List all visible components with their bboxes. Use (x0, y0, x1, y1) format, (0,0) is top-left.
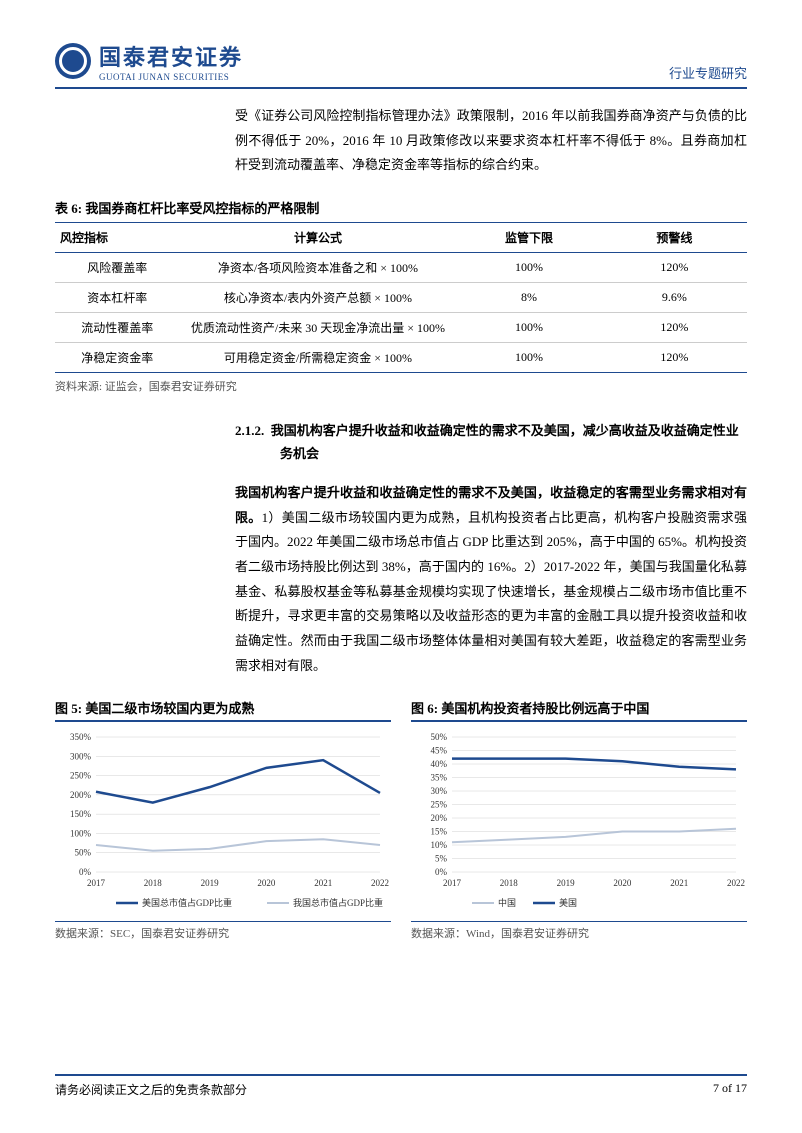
logo-cn: 国泰君安证券 (99, 40, 243, 72)
table6-cell: 核心净资本/表内外资产总额 × 100% (180, 283, 457, 313)
svg-text:300%: 300% (70, 752, 92, 762)
logo-icon (55, 43, 91, 79)
chart6: 0% 5% 10% 15% 20% 25% 30% 35% 40% 45% 50% 2017 2018 2… (411, 727, 747, 917)
svg-text:40%: 40% (431, 759, 448, 769)
table6-header: 预警线 (602, 223, 747, 253)
table6-cell: 120% (602, 343, 747, 373)
chart5: 0% 50% 100% 150% 200% 250% 300% 350% 2017 2018 201… (55, 727, 391, 917)
svg-text:中国: 中国 (498, 897, 516, 908)
svg-text:350%: 350% (70, 732, 92, 742)
chart5-title: 图 5: 美国二级市场较国内更为成熟 (55, 698, 391, 722)
table6-cell: 100% (456, 313, 601, 343)
svg-text:2021: 2021 (314, 878, 332, 888)
table6-cell: 9.6% (602, 283, 747, 313)
section-number: 2.1.2. (235, 423, 264, 438)
svg-text:0%: 0% (435, 867, 448, 877)
svg-text:50%: 50% (431, 732, 448, 742)
svg-text:200%: 200% (70, 790, 92, 800)
svg-text:2018: 2018 (144, 878, 163, 888)
logo-en: GUOTAI JUNAN SECURITIES (99, 72, 243, 82)
section-212-title: 2.1.2. 我国机构客户提升收益和收益确定性的需求不及美国，减少高收益及收益确… (235, 419, 747, 466)
svg-text:2021: 2021 (670, 878, 688, 888)
table6-source: 资料来源: 证监会，国泰君安证券研究 (55, 378, 747, 394)
svg-text:2022: 2022 (727, 878, 745, 888)
svg-text:50%: 50% (75, 848, 92, 858)
table6-header: 风控指标 (55, 223, 180, 253)
svg-text:35%: 35% (431, 773, 448, 783)
page-header: 国泰君安证券 GUOTAI JUNAN SECURITIES 行业专题研究 (55, 40, 747, 89)
svg-text:2019: 2019 (201, 878, 220, 888)
svg-text:45%: 45% (431, 746, 448, 756)
svg-text:2018: 2018 (500, 878, 519, 888)
table6-cell: 资本杠杆率 (55, 283, 180, 313)
footer-disclaimer: 请务必阅读正文之后的免责条款部分 (55, 1081, 247, 1098)
table6-cell: 净稳定资金率 (55, 343, 180, 373)
svg-text:30%: 30% (431, 786, 448, 796)
svg-text:15%: 15% (431, 827, 448, 837)
table6-header: 计算公式 (180, 223, 457, 253)
table6-cell: 流动性覆盖率 (55, 313, 180, 343)
chart5-source: 数据来源：SEC，国泰君安证券研究 (55, 921, 391, 941)
svg-text:10%: 10% (431, 840, 448, 850)
page-footer: 请务必阅读正文之后的免责条款部分 7 of 17 (55, 1074, 747, 1098)
svg-text:美国: 美国 (559, 897, 577, 908)
svg-text:5%: 5% (435, 854, 448, 864)
table6-caption: 表 6: 我国券商杠杆比率受风控指标的严格限制 (55, 198, 747, 217)
table6-cell: 120% (602, 253, 747, 283)
table6-cell: 100% (456, 343, 601, 373)
table6-cell: 优质流动性资产/未来 30 天现金净流出量 × 100% (180, 313, 457, 343)
table6-cell: 可用稳定资金/所需稳定资金 × 100% (180, 343, 457, 373)
table6-header: 监管下限 (456, 223, 601, 253)
svg-text:100%: 100% (70, 829, 92, 839)
table6-cell: 风险覆盖率 (55, 253, 180, 283)
section-title-text: 我国机构客户提升收益和收益确定性的需求不及美国，减少高收益及收益确定性业务机会 (271, 423, 739, 461)
chart6-title: 图 6: 美国机构投资者持股比例远高于中国 (411, 698, 747, 722)
body-rest: 1）美国二级市场较国内更为成熟，且机构投资者占比更高，机构客户投融资需求强于国内… (235, 510, 747, 673)
chart6-source: 数据来源：Wind，国泰君安证券研究 (411, 921, 747, 941)
table6-cell: 100% (456, 253, 601, 283)
logo-area: 国泰君安证券 GUOTAI JUNAN SECURITIES (55, 40, 243, 82)
table6: 风控指标计算公式监管下限预警线 风险覆盖率净资本/各项风险资本准备之和 × 10… (55, 222, 747, 373)
intro-paragraph: 受《证券公司风险控制指标管理办法》政策限制，2016 年以前我国券商净资产与负债… (235, 104, 747, 178)
svg-text:2020: 2020 (613, 878, 632, 888)
document-category: 行业专题研究 (669, 63, 747, 82)
svg-text:20%: 20% (431, 813, 448, 823)
svg-text:美国总市值占GDP比重: 美国总市值占GDP比重 (142, 897, 232, 908)
body-paragraph: 我国机构客户提升收益和收益确定性的需求不及美国，收益稳定的客需型业务需求相对有限… (235, 481, 747, 679)
svg-text:2019: 2019 (557, 878, 576, 888)
svg-text:0%: 0% (79, 867, 92, 877)
svg-text:我国总市值占GDP比重: 我国总市值占GDP比重 (293, 897, 383, 908)
table6-cell: 净资本/各项风险资本准备之和 × 100% (180, 253, 457, 283)
svg-text:250%: 250% (70, 771, 92, 781)
footer-page: 7 of 17 (713, 1081, 747, 1098)
svg-text:2020: 2020 (257, 878, 276, 888)
svg-text:2017: 2017 (443, 878, 462, 888)
svg-text:2017: 2017 (87, 878, 106, 888)
svg-text:2022: 2022 (371, 878, 389, 888)
table6-cell: 120% (602, 313, 747, 343)
svg-text:25%: 25% (431, 800, 448, 810)
svg-text:150%: 150% (70, 809, 92, 819)
table6-cell: 8% (456, 283, 601, 313)
